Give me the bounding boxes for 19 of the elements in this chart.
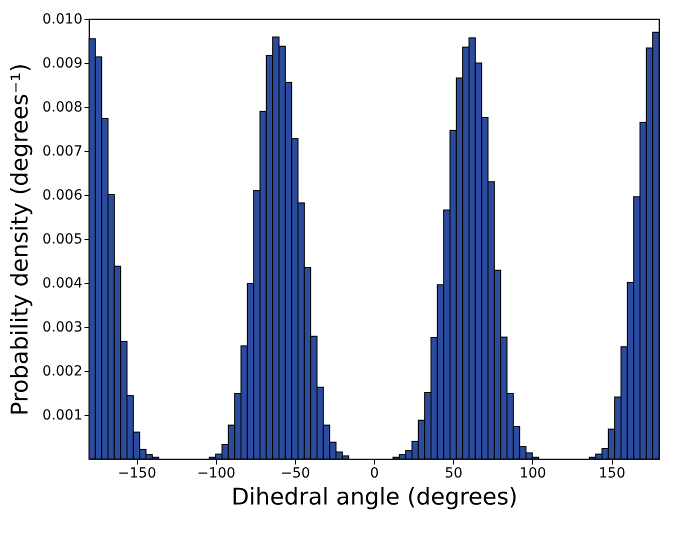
- x-tick-label: −50: [280, 466, 310, 482]
- y-tick-label: 0.005: [42, 232, 82, 248]
- x-tick-label: 150: [598, 466, 626, 482]
- y-tick-label: 0.009: [42, 56, 82, 72]
- x-tick-label: 0: [370, 466, 379, 482]
- y-tick-label: 0.004: [42, 276, 83, 292]
- x-tick-label: 100: [519, 466, 546, 482]
- y-tick-label: 0.001: [42, 408, 82, 424]
- y-tick-label: 0.010: [42, 12, 82, 28]
- y-tick-label: 0.007: [42, 144, 82, 160]
- x-tick-label: −150: [118, 466, 156, 482]
- y-tick-label: 0.008: [42, 100, 82, 116]
- x-tick-label: −100: [196, 466, 236, 482]
- y-axis-title: Probability density (degrees⁻¹): [7, 63, 34, 416]
- y-tick-label: 0.006: [42, 188, 83, 204]
- x-axis-title: Dihedral angle (degrees): [231, 484, 518, 510]
- x-tick-label: 50: [444, 466, 463, 482]
- y-tick-label: 0.002: [42, 364, 82, 380]
- y-tick-label: 0.003: [42, 320, 82, 336]
